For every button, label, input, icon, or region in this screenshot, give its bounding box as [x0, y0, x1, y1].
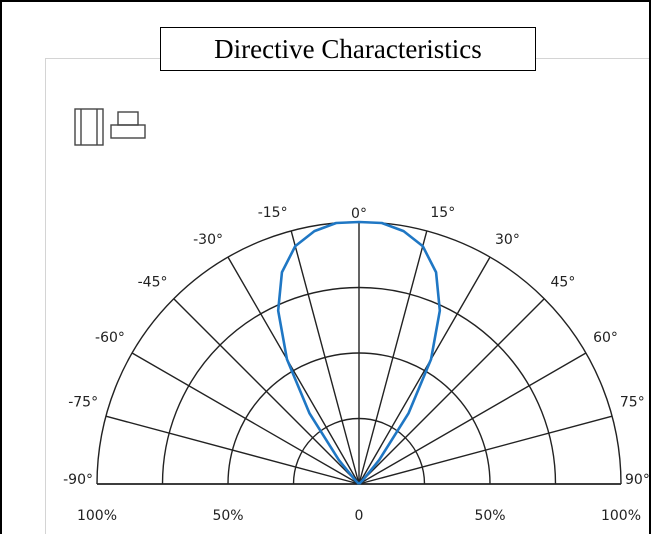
angle-tick-label: 0°: [351, 206, 367, 222]
angle-grid-spoke: [227, 256, 360, 485]
angle-labels: -90° -75° -60° -45° -30° -15° 0° 15° 30° 45° 60° 75…: [63, 205, 650, 488]
radial-tick-label: 100%: [601, 508, 641, 524]
angle-tick-label: -60°: [95, 330, 125, 346]
angle-grid-spoke: [358, 230, 428, 485]
angle-grid-spoke: [358, 298, 545, 485]
angle-grid-spoke: [358, 415, 613, 485]
radial-tick-label: 50%: [212, 508, 243, 524]
radial-tick-label: 0: [355, 508, 364, 524]
angle-grid-spoke: [358, 256, 491, 485]
package-side-view-icon: [74, 108, 104, 146]
angle-grid-spoke: [105, 415, 360, 485]
angle-tick-label: 30°: [495, 232, 520, 248]
angle-tick-label: -30°: [193, 232, 223, 248]
angle-tick-label: -45°: [138, 275, 168, 291]
polar-grid: [96, 221, 622, 485]
angle-tick-label: 90°: [625, 472, 650, 488]
angle-tick-label: -15°: [258, 205, 288, 221]
angle-grid-spoke: [290, 230, 360, 485]
radial-labels: 100% 50% 0 50% 100%: [77, 508, 641, 524]
angle-tick-label: 60°: [593, 330, 618, 346]
angle-grid-spoke: [173, 298, 360, 485]
radial-tick-label: 50%: [474, 508, 505, 524]
series-layer: [276, 220, 442, 485]
radial-tick-label: 100%: [77, 508, 117, 524]
angle-tick-label: -90°: [63, 472, 93, 488]
chart-title-box: Directive Characteristics: [160, 27, 536, 71]
angle-tick-label: -75°: [68, 395, 98, 411]
chart-title: Directive Characteristics: [214, 33, 482, 64]
package-top-view-icon: [110, 111, 146, 139]
angle-tick-label: 15°: [430, 205, 455, 221]
angle-tick-label: 75°: [620, 395, 645, 411]
angle-grid-spoke: [131, 352, 360, 485]
angle-grid-spoke: [358, 352, 587, 485]
angle-tick-label: 45°: [551, 275, 576, 291]
